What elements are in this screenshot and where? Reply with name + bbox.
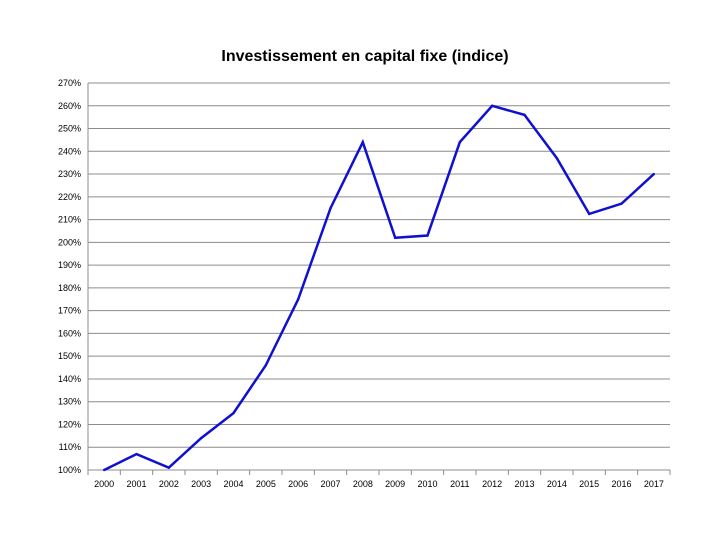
chart-title: Investissement en capital fixe (indice)	[221, 48, 509, 65]
y-tick-label: 160%	[58, 328, 81, 338]
data-point	[393, 236, 397, 239]
data-point	[426, 234, 429, 237]
x-tick-label: 2008	[353, 479, 373, 489]
y-tick-label: 130%	[58, 397, 81, 407]
data-point	[135, 452, 138, 456]
x-tick-label: 2015	[579, 479, 599, 489]
y-tick-label: 120%	[58, 419, 81, 429]
y-tick-label: 170%	[58, 306, 81, 316]
x-tick-label: 2013	[514, 479, 534, 489]
y-tick-label: 230%	[58, 169, 81, 179]
data-point	[587, 212, 591, 216]
x-tick-label: 2003	[191, 479, 211, 489]
y-tick-label: 200%	[58, 237, 81, 247]
x-tick-label: 2009	[385, 479, 405, 489]
x-tick-label: 2017	[644, 479, 664, 489]
data-point	[555, 156, 559, 160]
data-point	[329, 207, 332, 210]
x-tick-label: 2007	[320, 479, 340, 489]
data-point	[620, 202, 623, 205]
x-tick-label: 2012	[482, 479, 502, 489]
x-tick-label: 2005	[256, 479, 276, 489]
data-point	[458, 140, 462, 144]
data-point	[167, 466, 171, 469]
x-tick-label: 2002	[159, 479, 179, 489]
data-point	[264, 364, 268, 367]
y-tick-label: 100%	[58, 465, 81, 475]
x-tick-label: 2006	[288, 479, 308, 489]
data-point	[199, 436, 203, 440]
y-tick-label: 140%	[58, 374, 81, 384]
data-point	[652, 172, 656, 176]
x-tick-label: 2014	[547, 479, 567, 489]
data-point	[361, 140, 365, 144]
y-tick-label: 180%	[58, 283, 81, 293]
data-point	[490, 104, 494, 107]
x-tick-label: 2001	[126, 479, 146, 489]
data-point	[232, 411, 235, 415]
y-tick-label: 260%	[58, 101, 81, 111]
x-tick-label: 2011	[450, 479, 469, 489]
data-point	[102, 468, 106, 472]
y-tick-label: 150%	[58, 351, 81, 361]
x-tick-label: 2016	[611, 479, 631, 489]
y-tick-label: 210%	[58, 215, 81, 225]
data-point	[523, 113, 526, 117]
y-tick-label: 240%	[58, 146, 81, 156]
y-tick-label: 250%	[58, 124, 81, 134]
y-tick-label: 110%	[59, 442, 81, 452]
data-point	[296, 298, 300, 301]
x-tick-label: 2010	[417, 479, 437, 489]
y-tick-label: 270%	[58, 78, 81, 88]
series-line	[103, 104, 655, 472]
y-tick-label: 220%	[58, 192, 81, 202]
x-tick-label: 2000	[94, 479, 114, 489]
y-tick-label: 190%	[58, 260, 81, 270]
x-tick-label: 2004	[223, 479, 243, 489]
